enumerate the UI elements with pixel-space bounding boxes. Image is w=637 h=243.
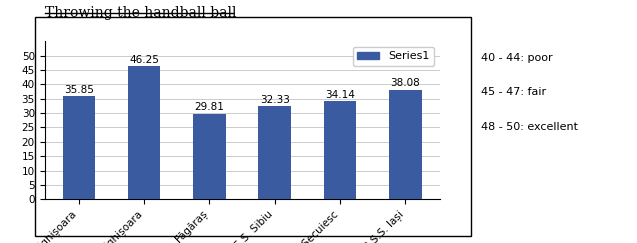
Text: 48 - 50: excellent: 48 - 50: excellent (481, 122, 578, 131)
Bar (62, 96, 95, 199)
Bar (324, 101, 356, 199)
Text: 46.25: 46.25 (129, 55, 159, 65)
Legend: Series1: Series1 (353, 47, 434, 66)
Text: Throwing the handball ball: Throwing the handball ball (45, 6, 236, 20)
Bar (193, 114, 225, 199)
Text: 34.14: 34.14 (325, 90, 355, 100)
Text: 45 - 47: fair: 45 - 47: fair (481, 87, 546, 97)
Bar (128, 66, 161, 199)
Text: 40 - 44: poor: 40 - 44: poor (481, 53, 552, 63)
Text: 38.08: 38.08 (390, 78, 420, 88)
Bar (389, 90, 422, 199)
Text: 35.85: 35.85 (64, 85, 94, 95)
Text: 29.81: 29.81 (194, 102, 224, 112)
Bar (259, 106, 291, 199)
Text: 32.33: 32.33 (260, 95, 290, 105)
